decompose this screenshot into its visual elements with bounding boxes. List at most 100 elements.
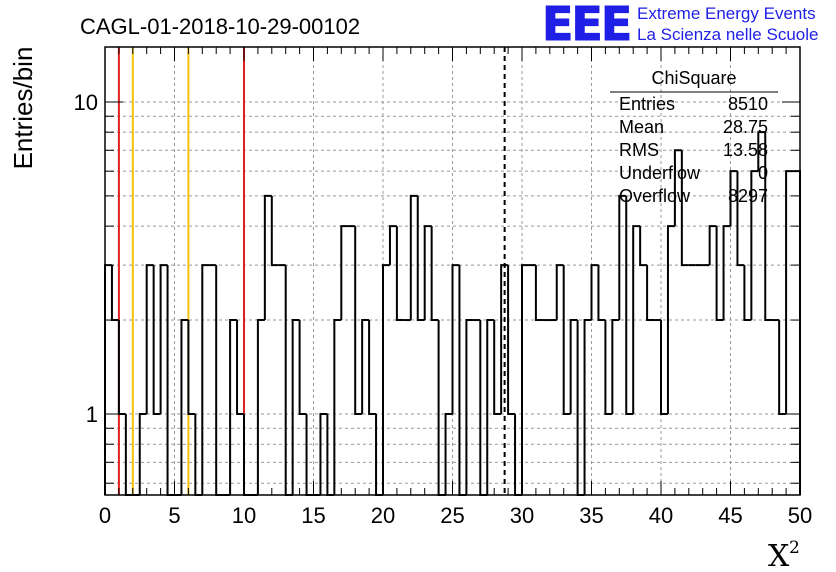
x-tick-label: 30 (510, 503, 534, 528)
histogram-bin (569, 319, 578, 414)
histogram-bin (319, 412, 328, 495)
histogram-bin (757, 131, 766, 172)
stats-value-mean: 28.75 (723, 117, 768, 137)
histogram-bin (507, 265, 516, 415)
histogram-bin (736, 171, 745, 267)
histogram-bin (793, 170, 801, 495)
histogram-bin (729, 170, 738, 227)
stats-value-entries: 8510 (728, 94, 768, 114)
histogram-bin (284, 265, 293, 496)
eee-logo-line1: Extreme Energy Events (637, 4, 816, 23)
x-tick-label: 40 (649, 503, 673, 528)
histogram-bin (673, 149, 682, 227)
histogram-bin (361, 319, 370, 414)
y-tick-label: 10 (74, 90, 98, 115)
stats-value-rms: 13.58 (723, 140, 768, 160)
x-tick-label: 15 (301, 503, 325, 528)
histogram-bin (750, 170, 759, 321)
histogram-bin (263, 194, 272, 321)
histogram-bin (354, 226, 363, 415)
x-tick-label: 45 (718, 503, 742, 528)
histogram-bin (187, 320, 196, 415)
histogram-bin (451, 264, 460, 414)
grid (105, 47, 800, 495)
y-axis: 1 10 (74, 90, 800, 484)
histogram-bin (166, 265, 175, 496)
histogram-bin (639, 226, 648, 267)
x-axis-title: X 2 (768, 538, 800, 572)
histogram-bin (562, 265, 571, 415)
histogram-bin (104, 264, 112, 495)
histogram-bin (388, 225, 397, 266)
histogram-bin (604, 320, 613, 415)
x-axis-title-base: X (768, 539, 790, 572)
histogram-bin (416, 195, 425, 322)
histogram-bin (145, 264, 154, 414)
histogram-bin (590, 264, 599, 321)
stats-box: ChiSquare Entries 8510 Mean 28.75 RMS 13.58 Un… (610, 68, 778, 206)
histogram-bin (576, 320, 585, 496)
histogram-bin (632, 225, 641, 414)
histogram-bin (458, 265, 467, 496)
x-tick-label: 0 (99, 503, 111, 528)
histogram-bin (583, 319, 592, 495)
histogram-bin (785, 170, 794, 414)
histogram-bin (597, 265, 606, 322)
histogram-title: CAGL-01-2018-10-29-00102 (80, 14, 360, 39)
x-tick-label: 25 (440, 503, 464, 528)
stats-label-overflow: Overflow (619, 186, 691, 206)
eee-logo-line2: La Scienza nelle Scuole (637, 25, 818, 44)
y-axis-title: Entries/bin (8, 47, 38, 170)
histogram-bin (110, 265, 119, 322)
histogram-bin (256, 319, 265, 495)
histogram-bin (229, 319, 238, 495)
x-tick-label: 35 (579, 503, 603, 528)
eee-logo: EEE Extreme Energy Events La Scienza nel… (542, 0, 819, 52)
histogram-bin (409, 194, 418, 321)
x-tick-label: 5 (168, 503, 180, 528)
histogram-bin (430, 226, 439, 322)
histogram-bin (625, 195, 634, 415)
histogram-bin (444, 412, 453, 495)
histogram-bin (764, 132, 773, 322)
y-tick-label: 1 (86, 402, 98, 427)
stats-label-mean: Mean (619, 117, 664, 137)
histogram-bin (479, 320, 488, 496)
histogram-bin (778, 320, 787, 415)
stats-box-name: ChiSquare (651, 68, 736, 88)
histogram-bin (680, 150, 689, 267)
x-tick-label: 10 (232, 503, 256, 528)
stats-label-underflow: Underflow (619, 163, 701, 183)
histogram-bin (666, 225, 675, 414)
stats-value-underflow: 0 (758, 163, 768, 183)
stats-label-entries: Entries (619, 94, 675, 114)
x-tick-label: 20 (371, 503, 395, 528)
histogram-bin (423, 225, 432, 321)
histogram-bin (382, 264, 390, 495)
histogram-bin (437, 320, 446, 496)
histogram-bin (500, 264, 509, 414)
histogram-bin (152, 265, 161, 415)
histogram-bin (368, 320, 377, 415)
histogram-bin (298, 320, 307, 415)
histogram-bin (646, 265, 655, 322)
histogram-bin (660, 320, 668, 415)
histogram-bin (743, 265, 752, 322)
histogram-bin (138, 412, 147, 495)
stats-value-overflow: 8297 (728, 186, 768, 206)
histogram-bin (611, 319, 620, 414)
x-axis: 0 5 10 15 20 25 30 35 40 45 50 (99, 47, 812, 528)
histogram-bin (236, 320, 244, 415)
histogram-bin (493, 320, 502, 415)
histogram-bin (722, 225, 731, 321)
histogram-bin (117, 320, 126, 415)
histogram-bin (395, 226, 404, 322)
histogram-bin (534, 265, 543, 322)
histogram-bin (708, 225, 717, 266)
histogram-bin (486, 319, 495, 495)
histogram-bin (270, 195, 279, 267)
histogram-bin (201, 264, 210, 495)
x-axis-title-superscript: 2 (789, 538, 800, 558)
histogram-bin (555, 264, 564, 321)
